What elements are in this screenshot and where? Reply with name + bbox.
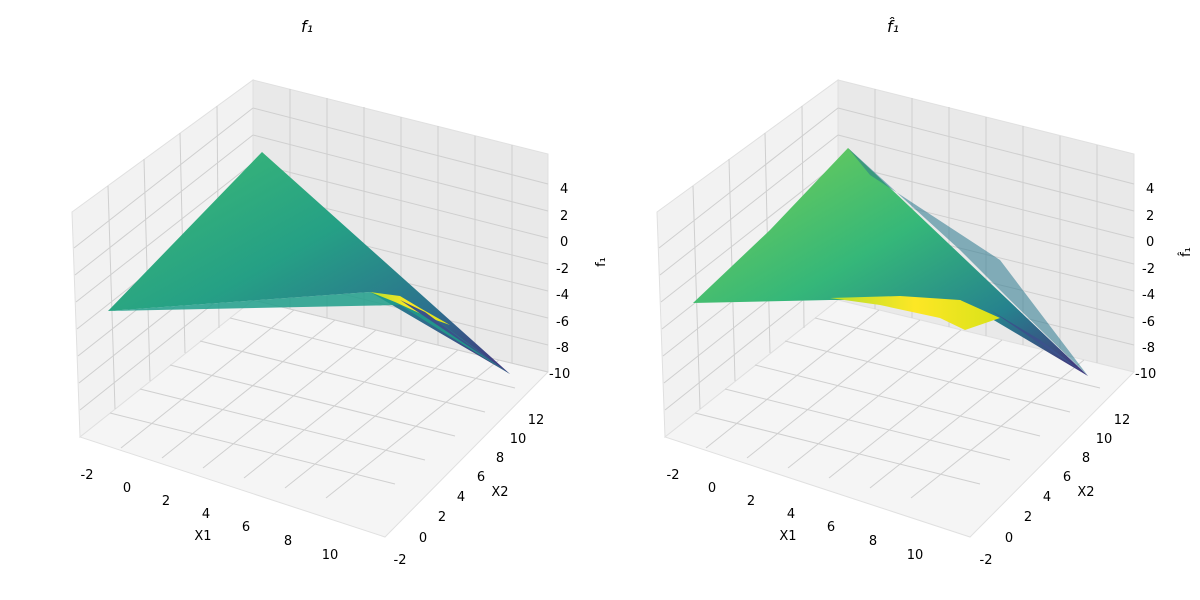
z-axis-f1: 4 2 0 -2 -4 -6 -8 -10 f₁	[549, 182, 609, 382]
z-tick-label: -6	[1142, 315, 1155, 330]
x-tick-label: 2	[162, 494, 170, 509]
x-tick-label: 8	[869, 534, 877, 549]
subplot-f1-hat: f̂₁	[656, 17, 1194, 568]
y-tick-label: -2	[980, 553, 993, 568]
x-tick-label: 10	[907, 548, 924, 563]
z-tick-label: -10	[549, 367, 570, 382]
z-axis-f1-hat: 4 2 0 -2 -4 -6 -8 -10 f̂₁	[1135, 182, 1194, 382]
y-tick-label: 8	[1082, 451, 1090, 466]
y-axis-f1-hat: -2 0 2 4 6 8 10 12 X2	[980, 413, 1131, 568]
y-tick-label: 10	[510, 432, 527, 447]
z-tick-label: 0	[1146, 235, 1154, 250]
x-tick-label: -2	[81, 468, 94, 483]
x-tick-label: 10	[322, 548, 339, 563]
y-tick-label: 12	[528, 413, 545, 428]
x-axis-f1-hat: -2 0 2 4 6 8 10 X1	[667, 468, 924, 563]
title-f1-hat: f̂₁	[887, 17, 899, 36]
z-tick-label: 4	[1146, 182, 1154, 197]
z-tick-label: 2	[1146, 209, 1154, 224]
z-tick-label: -2	[1142, 262, 1155, 277]
x-tick-label: 2	[747, 494, 755, 509]
y-axis-f1: -2 0 2 4 6 8 10 12 X2	[394, 413, 545, 568]
y-tick-label: 10	[1096, 432, 1113, 447]
z-tick-label: 0	[560, 235, 568, 250]
grid-lines	[658, 89, 1135, 499]
y-tick-label: 0	[1005, 531, 1013, 546]
x-tick-label: 0	[708, 481, 716, 496]
y-tick-label: 2	[1024, 510, 1032, 525]
x-tick-label: 8	[284, 534, 292, 549]
y-tick-label: 6	[1063, 470, 1071, 485]
title-f1: f₁	[301, 17, 313, 36]
z-tick-label: -8	[556, 341, 569, 356]
x-axis-f1: -2 0 2 4 6 8 10 X1	[81, 468, 339, 563]
y-tick-label: 6	[477, 470, 485, 485]
x-axis-label: X1	[194, 529, 211, 544]
x-tick-label: 6	[242, 520, 250, 535]
y-tick-label: 4	[457, 490, 465, 505]
surface-yellow-band	[830, 296, 1000, 330]
z-tick-label: -8	[1142, 341, 1155, 356]
z-tick-label: -10	[1135, 367, 1156, 382]
y-tick-label: 4	[1043, 490, 1051, 505]
x-axis-label: X1	[779, 529, 796, 544]
surface-dark-edge	[400, 300, 510, 374]
y-tick-label: 8	[496, 451, 504, 466]
x-tick-label: 0	[123, 481, 131, 496]
y-axis-label: X2	[1077, 485, 1094, 500]
z-tick-label: -2	[556, 262, 569, 277]
y-tick-label: -2	[394, 553, 407, 568]
surface-f1-hat	[693, 148, 1088, 376]
x-tick-label: 6	[827, 520, 835, 535]
surface-main	[693, 148, 1088, 376]
x-tick-label: -2	[667, 468, 680, 483]
y-tick-label: 0	[419, 531, 427, 546]
surface-main	[108, 152, 510, 374]
z-tick-label: -4	[1142, 288, 1155, 303]
x-tick-label: 4	[787, 507, 795, 522]
z-tick-label: -4	[556, 288, 569, 303]
x-tick-label: 4	[202, 507, 210, 522]
surface-dark-edge	[990, 310, 1088, 376]
surface-ridge	[848, 148, 1088, 376]
z-axis-label: f₁	[594, 257, 609, 267]
y-tick-label: 2	[438, 510, 446, 525]
z-tick-label: 2	[560, 209, 568, 224]
pane-floor	[663, 299, 1135, 538]
z-axis-label: f̂₁	[1179, 247, 1194, 257]
y-axis-label: X2	[491, 485, 508, 500]
z-tick-label: -6	[556, 315, 569, 330]
y-tick-label: 12	[1114, 413, 1131, 428]
subplot-f1: f₁	[71, 17, 609, 568]
z-tick-label: 4	[560, 182, 568, 197]
surface-f1	[108, 152, 510, 374]
